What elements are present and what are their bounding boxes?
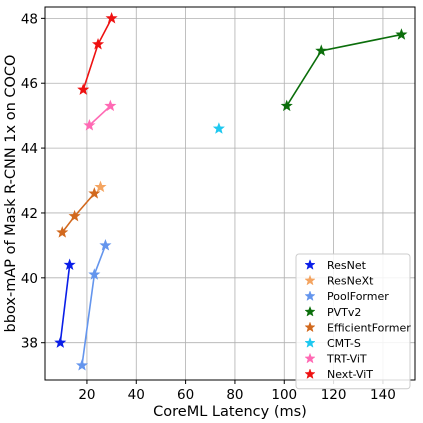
x-tick-label: 100: [271, 387, 297, 403]
series-pvtv2: [280, 28, 408, 112]
x-tick-label: 80: [226, 387, 243, 403]
legend-label-resnet: ResNet: [327, 259, 367, 272]
series-trt-vit: [83, 99, 117, 131]
grid: [45, 7, 415, 380]
legend-marker-resnet: [304, 259, 316, 270]
series-poolformer: [75, 239, 112, 371]
x-tick-label: 40: [128, 387, 145, 403]
data-point-resnext: [94, 180, 107, 193]
y-axis-label: bbox-mAP of Mask R-CNN 1x on COCO: [3, 55, 19, 333]
legend-marker-poolformer: [304, 290, 316, 301]
series-next-vit: [77, 11, 118, 95]
legend-marker-trt-vit: [304, 352, 316, 364]
x-tick-label: 60: [177, 387, 194, 403]
legend-label-resnext: ResNeXt: [327, 275, 374, 288]
x-tick-label: 120: [321, 387, 347, 403]
legend-label-trt-vit: TRT-ViT: [326, 353, 367, 366]
legend-marker-pvtv2: [304, 305, 316, 317]
x-tick-label: 140: [370, 387, 396, 403]
data-point-resnet: [63, 258, 76, 271]
series-cmt-s: [212, 122, 225, 134]
legend-label-efficientformer: EfficientFormer: [327, 321, 411, 334]
x-axis-label: CoreML Latency (ms): [153, 404, 307, 420]
legend: ResNet ResNeXt PoolFormer PVTv2 EfficientFor…: [295, 253, 411, 390]
legend-marker-resnext: [304, 274, 316, 286]
data-point-poolformer: [88, 268, 101, 280]
plot-frame: [44, 6, 416, 381]
series-efficientformer: [56, 187, 101, 238]
data-point-next-vit: [77, 83, 90, 95]
series-line-trt-vit: [88, 105, 111, 126]
y-tick-label: 40: [21, 271, 38, 287]
data-point-next-vit: [105, 11, 118, 24]
data-point-trt-vit: [83, 119, 96, 131]
data-point-pvtv2: [395, 28, 408, 40]
legend-marker-efficientformer: [304, 321, 316, 333]
y-tick-label: 48: [21, 11, 38, 27]
legend-label-pvtv2: PVTv2: [327, 306, 361, 319]
data-point-trt-vit: [104, 99, 117, 112]
series-resnet: [54, 258, 76, 348]
series-line-resnet: [59, 264, 71, 343]
legend-marker-cmt-s: [304, 337, 316, 348]
legend-label-cmt-s: CMT-S: [327, 337, 361, 350]
data-point-resnet: [54, 336, 67, 348]
data-point-pvtv2: [315, 44, 328, 56]
y-tick-label: 38: [21, 336, 38, 352]
ticks: 20 40 60 80 100 120 140 38 40 42 44 46 48: [21, 11, 396, 403]
data-point-poolformer: [99, 239, 112, 251]
data-point-next-vit: [91, 37, 105, 50]
legend-box: [295, 253, 411, 390]
series-resnext: [94, 180, 107, 193]
data-point-cmt-s: [212, 122, 225, 134]
y-tick-label: 44: [21, 141, 38, 157]
y-tick-label: 46: [21, 76, 38, 92]
data-point-efficientformer: [88, 187, 101, 199]
legend-label-poolformer: PoolFormer: [327, 290, 389, 303]
legend-label-next-vit: Next-ViT: [327, 368, 373, 381]
data-point-poolformer: [75, 359, 89, 371]
legend-marker-next-vit: [304, 368, 316, 379]
y-tick-label: 42: [21, 206, 38, 222]
data-point-efficientformer: [68, 209, 81, 222]
data-point-efficientformer: [56, 226, 69, 238]
x-tick-label: 20: [78, 387, 95, 403]
series-layer: [54, 11, 408, 371]
data-point-pvtv2: [280, 99, 293, 112]
